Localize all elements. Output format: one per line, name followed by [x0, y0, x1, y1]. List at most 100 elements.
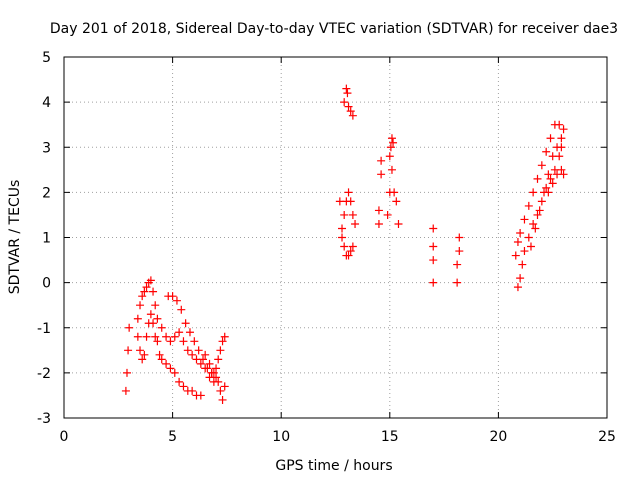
data-point — [199, 355, 208, 364]
y-tick-label: 0 — [42, 276, 51, 292]
data-point — [455, 233, 464, 242]
data-point — [175, 328, 184, 337]
x-tick-label: 20 — [489, 429, 507, 445]
data-point — [343, 89, 352, 98]
data-point — [153, 314, 162, 323]
data-point — [546, 174, 555, 183]
data-point — [386, 143, 395, 152]
data-point — [351, 219, 360, 228]
data-point — [183, 346, 192, 355]
series-evening-arc-P — [511, 120, 568, 260]
data-point — [149, 319, 158, 328]
data-point — [122, 368, 131, 377]
data-point — [220, 332, 229, 341]
series-morning-arc-C — [133, 276, 218, 386]
series-arc-H — [338, 188, 360, 233]
data-point — [133, 314, 142, 323]
data-point — [429, 242, 438, 251]
data-point — [342, 84, 351, 93]
data-point — [142, 283, 151, 292]
data-point — [212, 373, 221, 382]
data-point — [140, 350, 149, 359]
data-point — [548, 152, 557, 161]
series-morning-arc-D — [164, 292, 221, 382]
data-point — [157, 355, 166, 364]
data-point — [170, 368, 179, 377]
data-point — [346, 197, 355, 206]
data-point — [389, 138, 398, 147]
data-point — [544, 188, 553, 197]
data-point — [344, 102, 353, 111]
data-point — [387, 165, 396, 174]
data-point — [511, 251, 520, 260]
x-tick-labels: 0 5 10 15 20 25 — [60, 429, 616, 445]
y-tick-label: 2 — [42, 185, 51, 201]
data-point — [218, 337, 227, 346]
y-tick-label: -1 — [37, 321, 51, 337]
series-arc-K — [383, 165, 403, 228]
data-point — [340, 242, 349, 251]
data-point — [524, 201, 533, 210]
y-tick-label: 5 — [42, 50, 51, 66]
data-point — [220, 382, 229, 391]
data-point — [453, 278, 462, 287]
data-point — [166, 364, 175, 373]
data-point — [377, 170, 386, 179]
data-point — [203, 364, 212, 373]
data-point — [142, 332, 151, 341]
data-point — [181, 319, 190, 328]
data-points — [121, 84, 568, 404]
data-point — [146, 310, 155, 319]
data-point — [125, 323, 134, 332]
data-point — [348, 111, 357, 120]
data-point — [429, 256, 438, 265]
data-point — [170, 332, 179, 341]
data-point — [346, 107, 355, 116]
data-point — [218, 395, 227, 404]
data-point — [179, 382, 188, 391]
data-point — [172, 296, 181, 305]
y-axis-label: SDTVAR / TECUs — [7, 180, 23, 295]
data-point — [559, 125, 568, 134]
data-point — [151, 332, 160, 341]
data-point — [542, 147, 551, 156]
data-point — [526, 242, 535, 251]
data-point — [340, 210, 349, 219]
data-point — [516, 228, 525, 237]
data-point — [196, 359, 205, 368]
data-point — [348, 210, 357, 219]
data-point — [338, 224, 347, 233]
data-point — [175, 377, 184, 386]
series-arc-M — [429, 224, 438, 287]
data-point — [124, 346, 133, 355]
data-point — [520, 247, 529, 256]
data-point — [533, 174, 542, 183]
data-point — [136, 301, 145, 310]
y-tick-label: 1 — [42, 231, 51, 247]
data-point — [179, 337, 188, 346]
data-point — [166, 337, 175, 346]
chart-title: Day 201 of 2018, Sidereal Day-to-day VTE… — [50, 21, 618, 37]
grid — [64, 57, 607, 418]
data-point — [513, 283, 522, 292]
data-point — [516, 274, 525, 283]
data-point — [555, 120, 564, 129]
data-point — [153, 337, 162, 346]
data-point — [520, 215, 529, 224]
data-point — [133, 332, 142, 341]
data-point — [429, 224, 438, 233]
data-point — [340, 98, 349, 107]
data-point — [374, 219, 383, 228]
data-point — [136, 346, 145, 355]
x-tick-label: 5 — [168, 429, 177, 445]
data-point — [168, 292, 177, 301]
data-point — [138, 355, 147, 364]
data-point — [513, 238, 522, 247]
data-point — [201, 350, 210, 359]
series-arc-N — [453, 233, 464, 287]
data-point — [162, 359, 171, 368]
series-arc-G — [335, 197, 357, 260]
series-evening-arc-R — [544, 165, 568, 197]
data-point — [524, 233, 533, 242]
data-point — [162, 332, 171, 341]
